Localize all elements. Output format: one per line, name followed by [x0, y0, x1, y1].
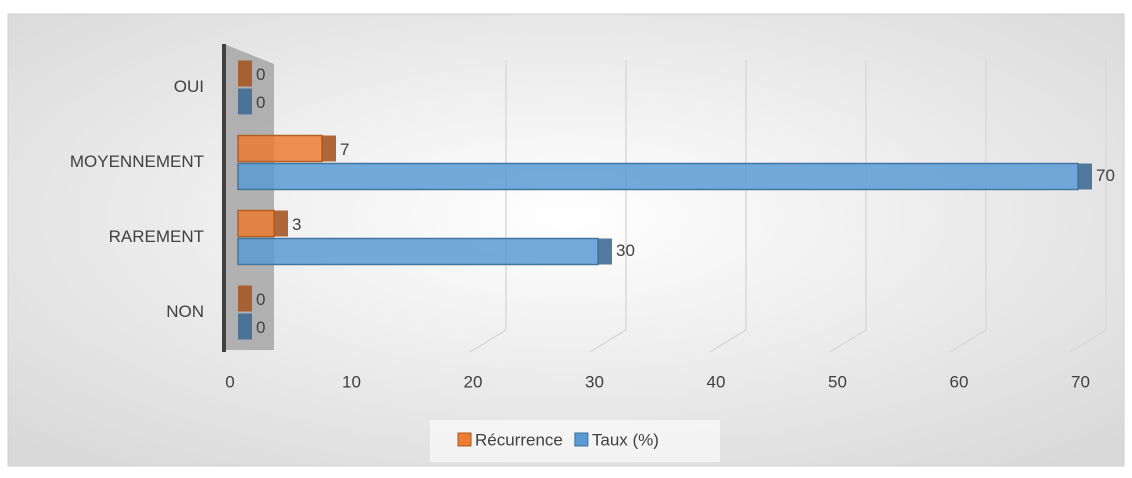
- x-tick-label: 20: [464, 372, 483, 391]
- bar: [238, 88, 252, 115]
- x-tick-label: 10: [342, 372, 361, 391]
- bar: [237, 162, 1092, 191]
- bar-front: [237, 209, 275, 238]
- y-tick-label: NON: [166, 302, 204, 321]
- x-tick-label: 30: [585, 372, 604, 391]
- grid-line: [469, 60, 507, 353]
- bar: [237, 209, 288, 238]
- bar-front: [237, 237, 599, 266]
- bar-end: [1078, 163, 1092, 190]
- bar-end: [274, 210, 288, 237]
- side-wall: [224, 44, 274, 350]
- legend-swatch: [574, 432, 589, 447]
- legend: Récurrence Taux (%): [430, 420, 720, 462]
- bar: [238, 313, 252, 340]
- bar: [238, 60, 252, 87]
- x-tick-label: 40: [707, 372, 726, 391]
- bar-front: [237, 134, 323, 163]
- data-label: 30: [616, 241, 635, 260]
- y-tick-label: MOYENNEMENT: [70, 152, 204, 171]
- grid-line: [829, 60, 867, 353]
- legend-label: Taux (%): [592, 430, 659, 449]
- legend-label: Récurrence: [475, 430, 563, 449]
- bar-front: [237, 162, 1079, 191]
- grid-line: [949, 60, 987, 353]
- bar-end: [238, 313, 252, 340]
- data-label: 70: [1096, 166, 1115, 185]
- bar: [237, 237, 612, 266]
- x-tick-label: 0: [225, 372, 234, 391]
- y-tick-label: OUI: [174, 77, 204, 96]
- x-tick-label: 60: [950, 372, 969, 391]
- x-tick-label: 70: [1071, 372, 1090, 391]
- data-label: 7: [340, 140, 349, 159]
- data-label: 0: [256, 93, 265, 112]
- data-label: 0: [256, 65, 265, 84]
- data-label: 3: [292, 215, 301, 234]
- bar: [238, 285, 252, 312]
- bar-end: [238, 60, 252, 87]
- x-tick-label: 50: [828, 372, 847, 391]
- data-label: 0: [256, 290, 265, 309]
- y-tick-label: RAREMENT: [109, 227, 204, 246]
- grid-line: [709, 60, 747, 353]
- grid-line: [1069, 60, 1107, 353]
- bar-end: [322, 135, 336, 162]
- data-label: 0: [256, 318, 265, 337]
- bar-end: [238, 285, 252, 312]
- bar-end: [238, 88, 252, 115]
- bar: [237, 134, 336, 163]
- grid-line: [589, 60, 627, 353]
- bar-end: [598, 238, 612, 265]
- legend-swatch: [457, 432, 472, 447]
